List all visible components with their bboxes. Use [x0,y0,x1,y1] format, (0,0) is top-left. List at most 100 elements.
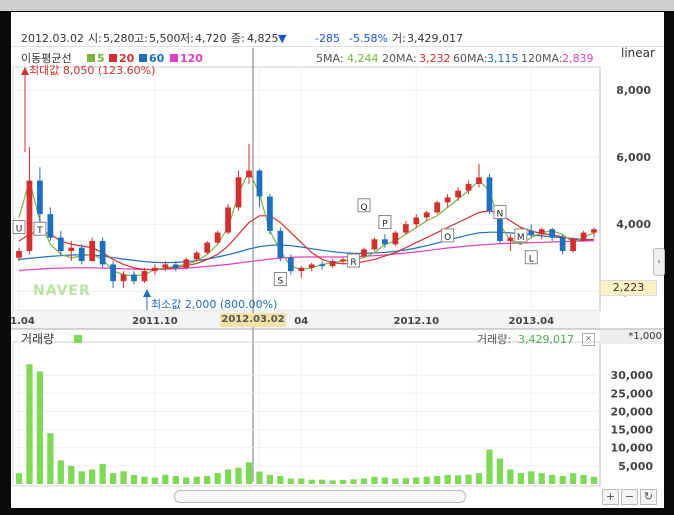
volume-bar [256,471,263,484]
volume-tick-label: 5,000 [618,460,653,473]
candle-body [549,229,556,238]
candle-body [26,180,33,252]
ma60-swatch[interactable] [139,54,147,62]
volume-bar [434,476,441,484]
zoom-in-button[interactable]: + [602,489,619,505]
volume-bar [68,465,75,484]
candle [37,167,43,225]
candle [78,244,85,265]
ma5-legend: 5 [97,52,105,65]
marker-box [514,228,528,243]
close-label: 종: [231,32,245,45]
ma20-value: 3,232 [419,52,451,65]
volume-bar [496,458,504,484]
candle-body [225,207,231,233]
candle-body [110,264,116,282]
candle [120,271,127,288]
candle [570,237,576,253]
marker-letter: M [517,233,525,243]
volume-bar [235,467,242,484]
panel-collapse-handle[interactable]: ‹ [653,248,665,276]
candle-body [371,239,378,250]
max-label: 최대값 8,050 (123.60%) [29,64,156,77]
candle [392,230,399,246]
candle [371,237,378,252]
volume-bar [57,460,64,484]
volume-bar [99,464,106,484]
marker-letter: R [350,258,356,268]
pattern-marker-U: U [12,220,26,235]
candle-body [183,259,190,268]
candle-body [413,217,420,225]
volume-axis-ticks: 5,000 10,000 15,000 20,000 25,000 30,000 [611,369,654,473]
candle [580,230,587,241]
marker-box [378,215,392,230]
pattern-marker-L: L [524,250,538,265]
volume-value: 3,429,017 [518,333,574,346]
candle [559,234,566,255]
volume-gridlines [13,342,600,486]
candle [99,237,106,268]
candle [361,247,367,258]
volume-bar [590,476,598,484]
candle-body [120,274,127,282]
candle [152,264,158,275]
candle-body [538,229,545,235]
change-value: -285 [315,32,340,45]
ma120-swatch[interactable] [170,54,178,62]
volume-bar [475,473,483,484]
candle-body [204,242,211,253]
marker-box [493,204,507,219]
volume-bar [120,471,127,484]
low-label: 저: [180,32,194,45]
candle [486,173,493,215]
candle [57,230,64,255]
ma5-swatch[interactable] [87,54,95,62]
candle [26,147,33,255]
candle-body [16,251,22,258]
volume-bar [193,476,200,484]
pattern-marker-N: N [493,204,507,219]
min-arrow-icon [143,289,151,297]
ma-legend-title: 이동평균선 [21,52,72,65]
candle-body [99,240,106,265]
volume-bar [319,479,326,484]
volume-bar [245,462,253,484]
candle-body [591,229,597,233]
x-axis-band [11,311,600,329]
candle-body [298,267,305,272]
candle-body [131,274,137,282]
timeline-scrollbar[interactable] [174,490,466,503]
volume-bar [277,476,284,484]
quote-date: 2012.03.02 [21,32,84,45]
candle-body [256,170,263,197]
marker-box [12,220,26,235]
refresh-icon[interactable]: ↻ [640,489,657,505]
volume-bar [549,474,556,484]
price-tick-label: 6,000 [616,151,651,164]
candle-body [193,252,200,260]
zoom-out-button[interactable]: − [621,489,638,505]
volume-bar [360,478,368,484]
candle [214,230,221,245]
marker-box [273,272,287,287]
close-icon[interactable]: × [582,333,595,346]
candle-body [267,196,273,231]
candle-body [434,202,441,213]
volume-bar [89,469,96,484]
marker-letter: O [444,233,451,243]
volume-bar [486,449,493,484]
candlesticks [16,143,597,288]
ma5-value-label: 5MA: [316,52,344,65]
volume-bar [559,476,566,484]
volume-bar [329,480,336,484]
high-label: 고: [134,32,148,45]
candle [413,214,420,228]
x-axis-ticks: 11.04 2011.10 04 2012.10 2013.04 [11,316,554,327]
ma20-swatch[interactable] [109,54,117,62]
scale-toggle[interactable]: linear [621,46,655,60]
crosshair-date-tag: 2012.03.02 [220,313,286,327]
ma60-legend: 60 [149,52,165,65]
candle-body [570,239,576,252]
